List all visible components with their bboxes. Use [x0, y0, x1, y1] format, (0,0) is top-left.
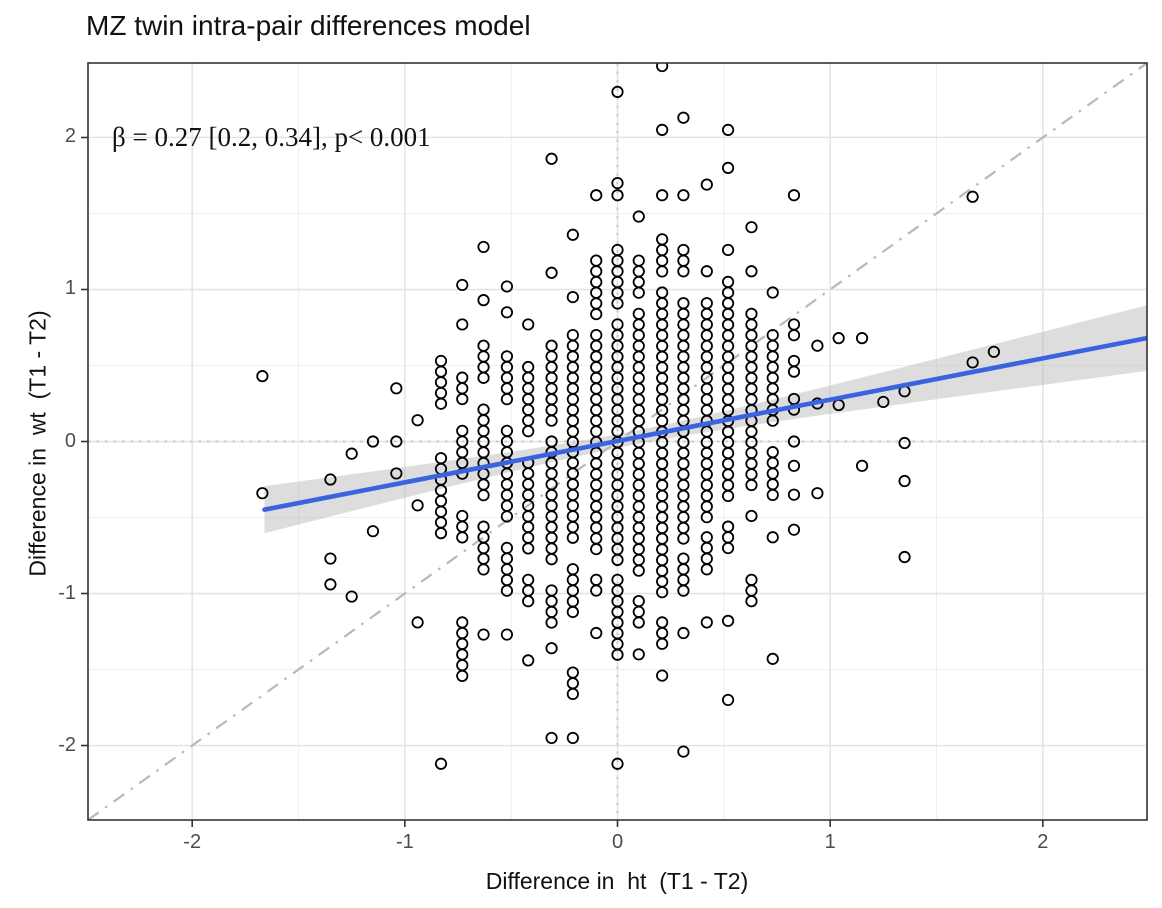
data-points	[256, 63, 1000, 770]
confidence-band	[264, 305, 1147, 534]
plot-title: MZ twin intra-pair differences model	[86, 10, 531, 41]
y-tick-label: -2	[58, 733, 76, 756]
y-tick-label: 1	[64, 277, 76, 300]
regression-line	[262, 335, 1147, 512]
x-tick-label: 0	[611, 831, 624, 853]
y-tick-label: 0	[64, 429, 76, 452]
y-tick-label: 2	[64, 125, 76, 148]
axis-ticks	[81, 136, 1044, 827]
x-tick-label: 1	[824, 831, 836, 853]
regression-annotation: β = 0.27 [0.2, 0.34], p< 0.001	[112, 122, 431, 152]
x-tick-label: -1	[395, 831, 414, 853]
x-axis-title: Difference in ht (T1 - T2)	[485, 868, 749, 894]
y-tick-label: -1	[58, 581, 76, 604]
x-tick-label: 2	[1037, 831, 1049, 853]
x-tick-label: -2	[183, 831, 202, 853]
